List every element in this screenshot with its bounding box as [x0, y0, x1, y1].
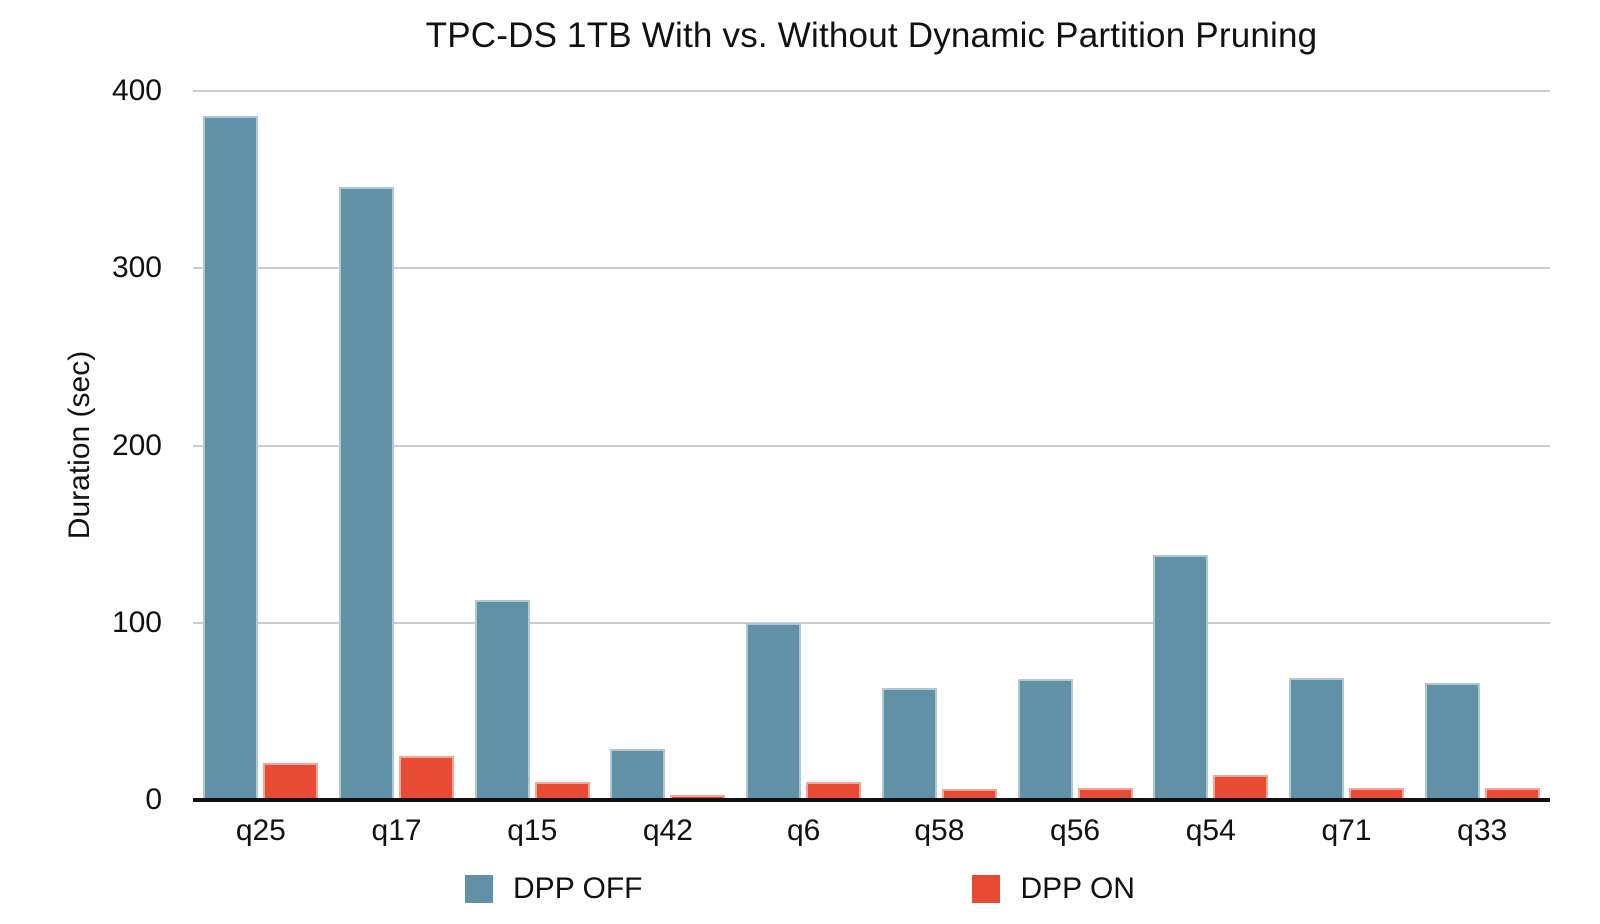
x-tick-label-q33: q33	[1457, 814, 1508, 847]
legend-swatch-dpp-off	[465, 875, 494, 903]
bar-q71-dpp-off	[1288, 677, 1344, 800]
y-axis-label: Duration (sec)	[63, 350, 96, 540]
legend-label-dpp-on: DPP ON	[1020, 872, 1135, 905]
bar-q33-dpp-off	[1424, 683, 1480, 800]
bar-q25-dpp-on	[263, 762, 319, 800]
bar-group-q58	[872, 91, 1008, 800]
bar-q17-dpp-off	[339, 186, 395, 800]
bar-q6-dpp-off	[746, 622, 802, 800]
bar-group-q33	[1414, 91, 1550, 800]
x-axis-line	[193, 798, 1550, 802]
gridline-300	[193, 267, 1550, 270]
legend-swatch-dpp-on	[972, 875, 1001, 903]
y-tick-label-300: 300	[111, 251, 162, 285]
chart-title: TPC-DS 1TB With vs. Without Dynamic Part…	[425, 16, 1318, 55]
bar-q42-dpp-off	[610, 748, 666, 800]
y-tick-label-400: 400	[111, 74, 162, 107]
x-tick-label-q54: q54	[1185, 814, 1236, 847]
y-tick-label-0: 0	[145, 783, 162, 816]
bar-group-q6	[736, 91, 872, 800]
bar-group-q15	[464, 91, 600, 800]
y-tick-label-100: 100	[111, 605, 162, 639]
legend-item-dpp-off: DPP OFF	[465, 872, 642, 906]
x-tick-label-q56: q56	[1050, 814, 1101, 847]
gridline-400	[193, 90, 1550, 92]
gridline-100	[193, 621, 1550, 624]
bar-q56-dpp-off	[1017, 679, 1073, 800]
bar-q54-dpp-on	[1213, 775, 1269, 800]
x-tick-label-q42: q42	[642, 814, 693, 847]
bar-groups	[193, 91, 1550, 800]
bar-q25-dpp-off	[203, 115, 259, 800]
bar-q17-dpp-on	[399, 755, 455, 800]
gridline-200	[193, 444, 1550, 447]
bar-q15-dpp-off	[474, 599, 530, 800]
x-axis-tick-labels: q25 q17 q15 q42 q6 q58 q56 q54 q71 q33	[193, 814, 1550, 848]
bar-group-q25	[193, 91, 329, 800]
bar-group-q71	[1279, 91, 1415, 800]
legend: DPP OFF DPP ON	[0, 872, 1600, 906]
bar-q54-dpp-off	[1153, 555, 1209, 800]
bar-group-q56	[1007, 91, 1143, 800]
legend-item-dpp-on: DPP ON	[972, 872, 1135, 906]
bar-q58-dpp-off	[881, 688, 937, 800]
bar-group-q42	[600, 91, 736, 800]
x-tick-label-q17: q17	[371, 814, 422, 847]
legend-label-dpp-off: DPP OFF	[513, 872, 643, 905]
bar-group-q54	[1143, 91, 1279, 800]
x-tick-label-q58: q58	[914, 814, 965, 847]
bar-group-q17	[329, 91, 465, 800]
x-tick-label-q25: q25	[235, 814, 286, 847]
x-tick-label-q6: q6	[786, 814, 821, 847]
y-tick-label-200: 200	[111, 428, 162, 462]
x-tick-label-q15: q15	[507, 814, 558, 847]
plot-area: q25 q17 q15 q42 q6 q58 q56 q54 q71 q33 0 100 200 300…	[112, 76, 1550, 847]
x-tick-label-q71: q71	[1321, 814, 1372, 847]
